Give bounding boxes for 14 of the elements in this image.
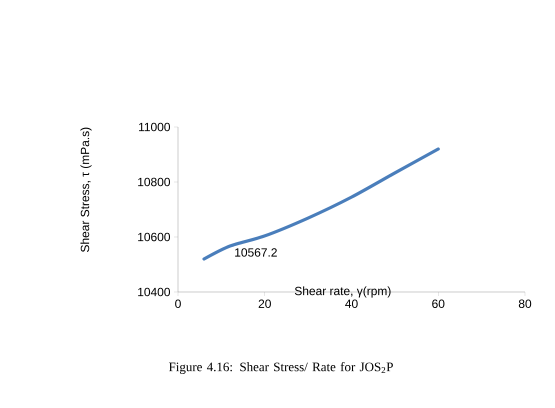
line-series <box>202 147 440 261</box>
y-tick-label: 11000 <box>139 122 170 132</box>
y-tick-label: 10600 <box>138 232 170 242</box>
data-label: 10567.2 <box>235 248 277 257</box>
x-tick-label: 40 <box>345 300 358 308</box>
caption: Figure 4.16: Shear Stress/ Rate for JOS$_{2}$P <box>168 362 393 374</box>
y-axis-title: Shear Stress, τ (mPa.s) <box>80 128 92 252</box>
x-tick-label: 20 <box>258 300 271 308</box>
y-tick-label: 10400 <box>138 288 170 296</box>
x-axis-title: Shear rate, γ(rpm) <box>294 286 391 298</box>
x-tick-label: 0 <box>175 300 181 308</box>
x-tick-label: 60 <box>432 300 444 308</box>
y-tick-label: 10800 <box>138 178 170 186</box>
x-tick-label: 80 <box>518 300 532 308</box>
